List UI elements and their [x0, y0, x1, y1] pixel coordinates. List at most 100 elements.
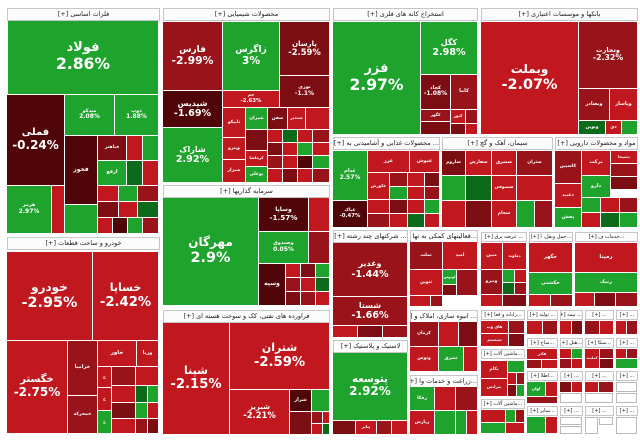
- stock-tile[interactable]: [560, 426, 582, 434]
- stock-tile[interactable]: [517, 201, 534, 227]
- stock-tile[interactable]: [408, 187, 424, 199]
- stock-tile-سفارس[interactable]: سفارس: [466, 151, 491, 175]
- sector-header[interactable]: محصولات شیمیایی [+]: [163, 8, 330, 21]
- stock-tile-بترانس[interactable]: بترانس: [481, 379, 507, 396]
- stock-tile[interactable]: [515, 270, 526, 282]
- stock-tile[interactable]: [456, 387, 477, 410]
- stock-tile[interactable]: [616, 349, 626, 358]
- stock-tile[interactable]: [316, 264, 329, 277]
- stock-tile[interactable]: [98, 218, 112, 233]
- stock-tile[interactable]: [616, 417, 637, 434]
- stock-tile-وساپا[interactable]: وساپا -1.57%: [259, 198, 308, 231]
- stock-tile-سصوفی[interactable]: سصوفی: [492, 176, 516, 200]
- stock-tile[interactable]: [481, 295, 502, 306]
- stock-tile[interactable]: [408, 173, 424, 186]
- stock-tile-بوعلی[interactable]: بوعلی: [246, 167, 267, 182]
- sector-header[interactable]: ... عرضه برق [+]: [481, 232, 527, 242]
- stock-tile[interactable]: [136, 403, 147, 418]
- stock-tile[interactable]: [377, 421, 391, 434]
- stock-tile[interactable]: [506, 410, 515, 422]
- stock-tile[interactable]: [143, 136, 158, 160]
- stock-tile[interactable]: [127, 136, 142, 160]
- sector-header[interactable]: ... تولید [+]: [527, 310, 558, 320]
- stock-tile[interactable]: [136, 386, 147, 402]
- stock-tile[interactable]: [517, 176, 552, 200]
- stock-tile[interactable]: [509, 334, 524, 346]
- stock-tile-شفن[interactable]: شفن: [268, 108, 287, 129]
- stock-tile-میدکو[interactable]: میدکو 2.08%: [65, 95, 114, 135]
- stock-tile[interactable]: [508, 385, 516, 396]
- stock-tile-خاور[interactable]: خاور: [98, 341, 136, 366]
- stock-tile[interactable]: [286, 264, 300, 277]
- stock-tile-کرمان[interactable]: کرمان: [410, 322, 438, 346]
- stock-tile[interactable]: [119, 186, 137, 201]
- sector-header[interactable]: ...سکا [+]: [585, 338, 614, 348]
- stock-tile-ساروم[interactable]: ساروم: [442, 151, 465, 175]
- sector-header[interactable]: ...ماشین آلات [+]: [481, 349, 525, 359]
- stock-tile[interactable]: [408, 214, 424, 227]
- stock-tile-نوری[interactable]: نوری -1.1%: [280, 76, 329, 107]
- stock-tile[interactable]: [616, 293, 637, 306]
- stock-tile-وغدیر[interactable]: وغدیر -1.44%: [333, 243, 407, 296]
- stock-tile[interactable]: [620, 198, 637, 212]
- stock-tile[interactable]: [283, 143, 297, 155]
- stock-tile-پتایر[interactable]: پتایر: [356, 421, 376, 434]
- stock-tile[interactable]: [599, 382, 613, 392]
- stock-tile[interactable]: [443, 285, 456, 295]
- stock-tile[interactable]: [551, 295, 572, 306]
- stock-tile-فاذر[interactable]: فاذر: [527, 349, 557, 359]
- stock-tile[interactable]: [616, 382, 637, 392]
- stock-tile-غپاک[interactable]: غپاک -0.47%: [333, 201, 367, 227]
- sector-header[interactable]: ... [+]: [585, 371, 614, 381]
- stock-tile[interactable]: [611, 164, 637, 176]
- stock-tile[interactable]: [542, 360, 557, 368]
- stock-tile-اوان[interactable]: اوان: [527, 382, 545, 396]
- stock-tile[interactable]: [312, 424, 322, 434]
- stock-tile-تنوین[interactable]: تنوین: [410, 270, 442, 295]
- sector-header[interactable]: ... [+]: [560, 406, 583, 416]
- stock-tile[interactable]: [585, 382, 598, 392]
- sector-header[interactable]: ... [+]: [616, 338, 638, 348]
- stock-tile-پخش[interactable]: پخش: [555, 208, 581, 227]
- sector-header[interactable]: ...حمل ونقل، ا [+]: [529, 232, 573, 242]
- stock-tile[interactable]: [466, 110, 477, 123]
- stock-tile-کگل[interactable]: کگل 2.98%: [421, 22, 477, 74]
- stock-tile-تملت[interactable]: تملت: [410, 242, 442, 269]
- sector-header[interactable]: ...اطلا [+]: [527, 371, 558, 381]
- stock-tile[interactable]: [601, 198, 619, 212]
- sector-header[interactable]: ...خدمات ف [+]: [575, 232, 638, 242]
- stock-tile-شتران[interactable]: شتران -2.59%: [230, 323, 329, 389]
- stock-tile[interactable]: [98, 202, 118, 217]
- stock-tile[interactable]: [410, 296, 430, 306]
- stock-tile[interactable]: [616, 321, 626, 334]
- stock-tile-زاگرس[interactable]: زاگرس 3%: [223, 22, 279, 90]
- stock-tile-کگهر[interactable]: کگهر: [421, 110, 450, 121]
- stock-tile-غکورش[interactable]: غکورش: [368, 173, 389, 199]
- stock-tile-ستران[interactable]: ستران: [517, 151, 552, 175]
- stock-tile-شاراک[interactable]: شاراک 2.92%: [163, 128, 222, 182]
- stock-tile[interactable]: [268, 143, 282, 155]
- stock-tile[interactable]: [585, 417, 598, 434]
- stock-tile[interactable]: [148, 403, 158, 418]
- stock-tile-خ[interactable]: خ: [98, 367, 111, 387]
- stock-tile-وبصادر[interactable]: وبصادر: [579, 89, 609, 120]
- sector-header[interactable]: استخراج کانه های فلزی [+]: [333, 8, 478, 21]
- stock-tile[interactable]: [560, 417, 582, 425]
- stock-tile-کماسه[interactable]: کماسه: [585, 349, 599, 368]
- sector-header[interactable]: فلزات اساسی [+]: [7, 8, 160, 21]
- stock-tile-دماوند[interactable]: دماوند: [503, 243, 526, 269]
- stock-tile[interactable]: [65, 205, 97, 233]
- stock-tile-شبریز[interactable]: شبریز -2.21%: [230, 390, 289, 434]
- stock-tile-مبین[interactable]: مبین: [481, 243, 502, 269]
- stock-tile[interactable]: [451, 124, 465, 134]
- stock-tile[interactable]: [435, 411, 455, 434]
- stock-tile[interactable]: [582, 213, 600, 227]
- stock-tile-شیران[interactable]: شیران: [246, 108, 267, 129]
- stock-tile-هرمز[interactable]: هرمز 2.97%: [7, 186, 51, 233]
- stock-tile-غدام[interactable]: غدام 2.57%: [333, 151, 367, 200]
- stock-tile-پارسان[interactable]: پارسان -2.59%: [280, 22, 329, 75]
- stock-tile-بکام[interactable]: بکام: [481, 361, 507, 378]
- stock-tile-وتجارت[interactable]: وتجارت -2.32%: [579, 22, 637, 88]
- stock-tile[interactable]: [309, 198, 329, 231]
- stock-tile[interactable]: [333, 421, 355, 434]
